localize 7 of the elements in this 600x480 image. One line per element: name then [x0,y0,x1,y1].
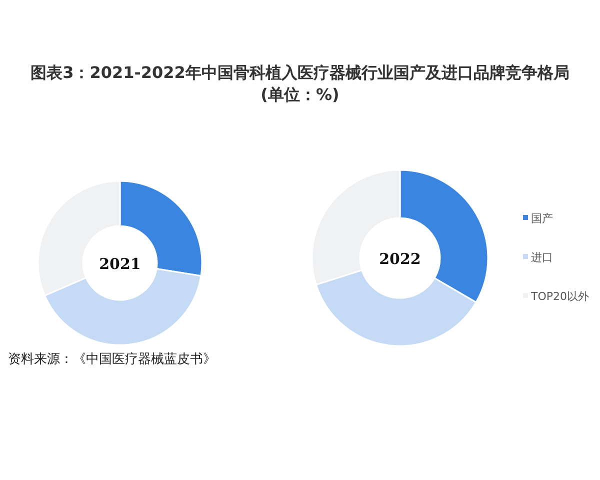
legend-label: 进口 [531,251,553,264]
text: 资料来源：《中国医疗器械蓝皮书》 [8,351,216,368]
legend-label: 国产 [531,212,553,225]
legend-label: TOP20以外 [530,290,590,303]
text: 2021 [99,255,141,273]
text: 图表3：2021-2022年中国骨科植入医疗器械行业国产及进口品牌竞争格局(单位：%) [30,62,570,106]
text: 2022 [379,250,421,268]
